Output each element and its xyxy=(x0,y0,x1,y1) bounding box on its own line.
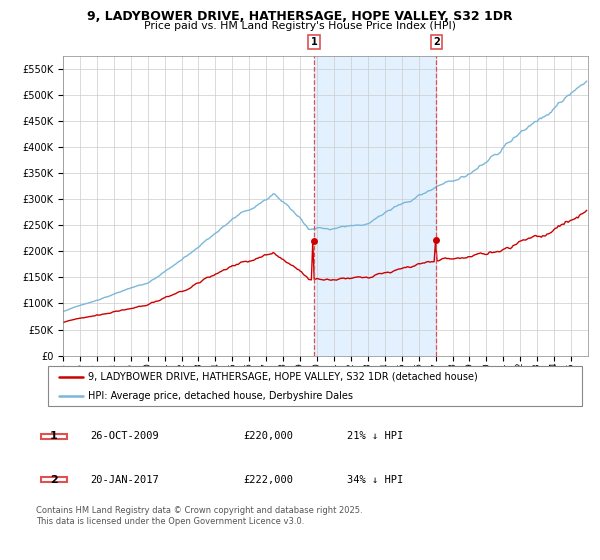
Text: 1: 1 xyxy=(311,37,317,47)
Text: £220,000: £220,000 xyxy=(244,431,293,441)
Bar xyxy=(41,477,67,483)
Text: 2: 2 xyxy=(433,37,440,47)
Text: Price paid vs. HM Land Registry's House Price Index (HPI): Price paid vs. HM Land Registry's House … xyxy=(144,21,456,31)
Text: 21% ↓ HPI: 21% ↓ HPI xyxy=(347,431,403,441)
Text: 34% ↓ HPI: 34% ↓ HPI xyxy=(347,475,403,485)
Text: £222,000: £222,000 xyxy=(244,475,293,485)
Text: 20-JAN-2017: 20-JAN-2017 xyxy=(91,475,160,485)
Text: HPI: Average price, detached house, Derbyshire Dales: HPI: Average price, detached house, Derb… xyxy=(88,391,353,401)
Text: 9, LADYBOWER DRIVE, HATHERSAGE, HOPE VALLEY, S32 1DR: 9, LADYBOWER DRIVE, HATHERSAGE, HOPE VAL… xyxy=(87,10,513,23)
Text: 2: 2 xyxy=(50,475,58,485)
Text: 1: 1 xyxy=(50,431,58,441)
Text: 9, LADYBOWER DRIVE, HATHERSAGE, HOPE VALLEY, S32 1DR (detached house): 9, LADYBOWER DRIVE, HATHERSAGE, HOPE VAL… xyxy=(88,372,478,382)
Text: 26-OCT-2009: 26-OCT-2009 xyxy=(91,431,160,441)
Text: Contains HM Land Registry data © Crown copyright and database right 2025.
This d: Contains HM Land Registry data © Crown c… xyxy=(36,506,362,526)
Bar xyxy=(41,433,67,439)
Bar xyxy=(314,56,436,356)
